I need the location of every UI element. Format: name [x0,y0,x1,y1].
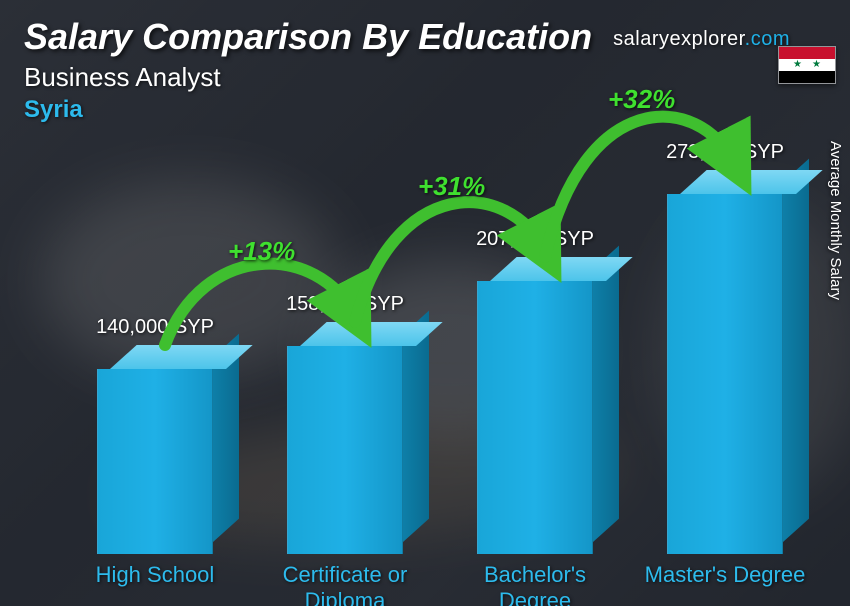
bar-front [477,281,593,554]
flag-stripe-white: ★ ★ [779,59,835,71]
increase-pct-label: +32% [608,84,675,115]
increase-pct-label: +31% [418,171,485,202]
chart-title: Salary Comparison By Education [24,16,592,58]
bar-value-label: 140,000 SYP [55,316,255,339]
bar-front [287,346,403,554]
flag-stripe-black [779,71,835,83]
bar-slot: 158,000 SYPCertificate or Diploma [270,124,420,554]
bar-category-label: Certificate or Diploma [255,562,435,606]
bar-value-label: 273,000 SYP [625,141,825,164]
chart-subtitle: Business Analyst [24,62,221,93]
y-axis-label: Average Monthly Salary [827,141,844,300]
bar [97,369,213,554]
bar-front [667,194,783,554]
watermark-prefix: salaryexplorer [613,28,745,50]
chart-country: Syria [24,96,83,124]
bar-value-label: 158,000 SYP [245,293,445,316]
bar-side [783,159,809,542]
bar-category-label: Bachelor's Degree [445,562,625,606]
bar-side [593,246,619,542]
increase-pct-label: +13% [228,236,295,267]
bar [477,281,593,554]
bar [287,346,403,554]
flag-star-icon: ★ [793,60,802,70]
infographic-stage: Salary Comparison By Education Business … [0,0,850,606]
bar-chart: 140,000 SYPHigh School 158,000 SYPCertifi… [60,124,800,554]
bar-category-label: High School [65,562,245,588]
bar-front [97,369,213,554]
flag-star-icon: ★ [812,60,821,70]
bar-category-label: Master's Degree [635,562,815,588]
watermark: salaryexplorer.com [613,28,790,51]
bar-value-label: 207,000 SYP [435,228,635,251]
bar-slot: 273,000 SYPMaster's Degree [650,124,800,554]
bar [667,194,783,554]
flag-stripe-red [779,47,835,59]
syria-flag-icon: ★ ★ [778,46,836,84]
bar-slot: 140,000 SYPHigh School [80,124,230,554]
